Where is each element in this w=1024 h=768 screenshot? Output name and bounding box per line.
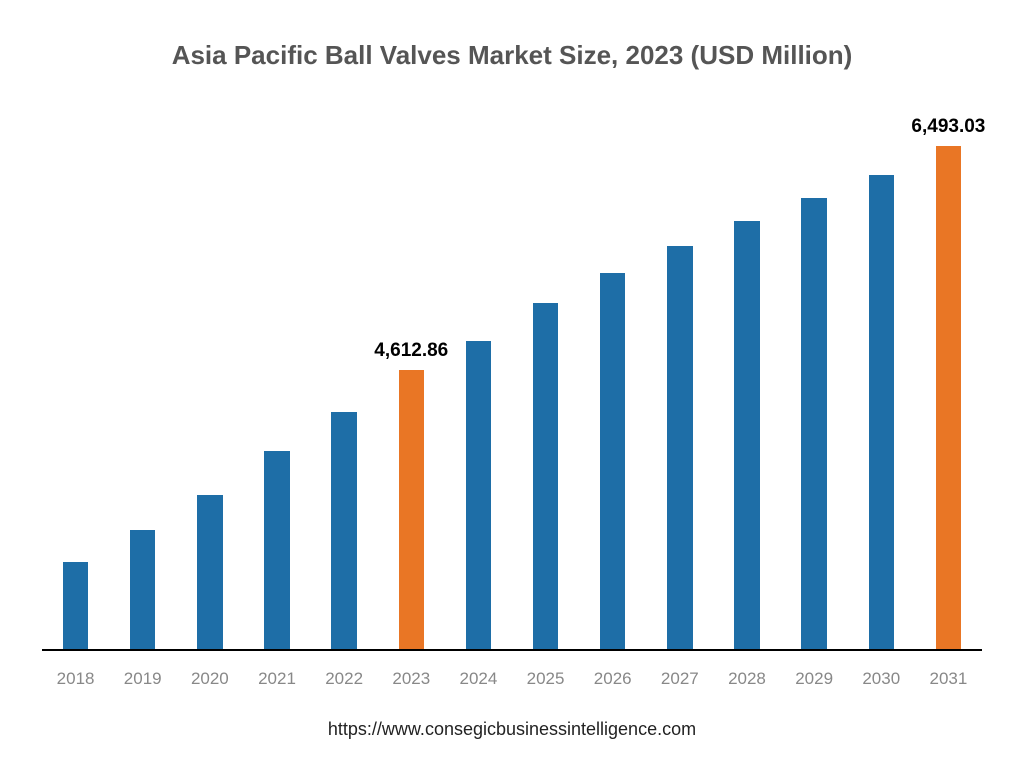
bars-group: 4,612.86 6,493.03 — [42, 91, 982, 649]
x-axis-ticks: 2018201920202021202220232024202520262027… — [42, 669, 982, 689]
bar-value-label: 6,493.03 — [911, 116, 985, 138]
x-tick-label: 2018 — [42, 669, 109, 689]
bar-column — [713, 91, 780, 649]
bar-value-label: 4,612.86 — [374, 340, 448, 362]
x-tick-label: 2020 — [176, 669, 243, 689]
footer-link-text: https://www.consegicbusinessintelligence… — [40, 719, 984, 740]
x-tick-label: 2022 — [311, 669, 378, 689]
x-tick-label: 2024 — [445, 669, 512, 689]
bar — [331, 412, 357, 649]
bar — [197, 495, 223, 649]
chart-container: Asia Pacific Ball Valves Market Size, 20… — [0, 0, 1024, 768]
bar-column — [243, 91, 310, 649]
bar — [533, 303, 559, 649]
x-tick-label: 2019 — [109, 669, 176, 689]
x-tick-label: 2029 — [781, 669, 848, 689]
bar-column — [781, 91, 848, 649]
bar — [130, 530, 156, 649]
bar-column — [311, 91, 378, 649]
bar-column: 6,493.03 — [915, 91, 982, 649]
bar — [734, 221, 760, 649]
bar-column — [445, 91, 512, 649]
bar-column: 4,612.86 — [378, 91, 445, 649]
bar — [600, 273, 626, 649]
x-axis-line — [42, 649, 982, 651]
bar — [466, 341, 492, 649]
bar-column — [579, 91, 646, 649]
plot-area: 4,612.86 6,493.03 — [42, 91, 982, 651]
x-tick-label: 2025 — [512, 669, 579, 689]
x-tick-label: 2031 — [915, 669, 982, 689]
bar — [667, 246, 693, 649]
x-tick-label: 2026 — [579, 669, 646, 689]
x-tick-label: 2028 — [713, 669, 780, 689]
bar — [869, 175, 895, 649]
bar — [264, 451, 290, 649]
chart-title: Asia Pacific Ball Valves Market Size, 20… — [40, 40, 984, 71]
bar-column — [176, 91, 243, 649]
bar-column — [42, 91, 109, 649]
bar — [936, 146, 962, 649]
bar-column — [848, 91, 915, 649]
x-tick-label: 2023 — [378, 669, 445, 689]
bar-column — [109, 91, 176, 649]
x-tick-label: 2021 — [243, 669, 310, 689]
bar-column — [646, 91, 713, 649]
bar — [63, 562, 89, 649]
bar — [399, 370, 425, 649]
bar — [801, 198, 827, 649]
bar-column — [512, 91, 579, 649]
x-tick-label: 2027 — [646, 669, 713, 689]
x-tick-label: 2030 — [848, 669, 915, 689]
